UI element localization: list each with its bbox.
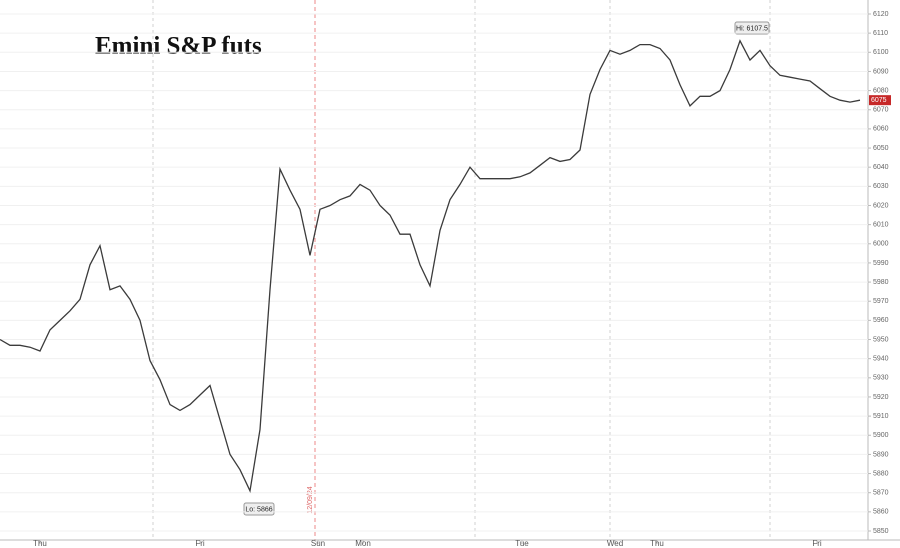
x-tick-label: Thu xyxy=(650,539,664,548)
y-tick-label: 6020 xyxy=(873,202,889,209)
y-tick-label: 6060 xyxy=(873,126,889,133)
y-tick-label: 5900 xyxy=(873,432,889,439)
y-tick-label: 6090 xyxy=(873,68,889,75)
y-tick-label: 5980 xyxy=(873,279,889,286)
y-tick-label: 5990 xyxy=(873,260,889,267)
chart-title: Emini S&P futs xyxy=(95,33,262,60)
y-tick-label: 5960 xyxy=(873,317,889,324)
x-tick-label: Wed xyxy=(607,539,623,548)
last-price-box xyxy=(869,95,891,106)
x-tick-label: Tue xyxy=(515,539,529,548)
y-tick-label: 6050 xyxy=(873,145,889,152)
y-tick-label: 5860 xyxy=(873,509,889,516)
y-tick-label: 6040 xyxy=(873,164,889,171)
x-tick-label: Fri xyxy=(812,539,822,548)
x-tick-label: Thu xyxy=(33,539,47,548)
x-tick-label: Mon xyxy=(355,539,371,548)
x-tick-label: Sun xyxy=(311,539,325,548)
high-box xyxy=(734,21,770,35)
y-tick-label: 5880 xyxy=(873,470,889,477)
y-tick-label: 5970 xyxy=(873,298,889,305)
y-tick-label: 6080 xyxy=(873,87,889,94)
y-tick-label: 5930 xyxy=(873,375,889,382)
x-tick-label: Fri xyxy=(195,539,205,548)
y-tick-label: 5910 xyxy=(873,413,889,420)
y-tick-label: 6110 xyxy=(873,30,888,37)
y-tick-label: 5950 xyxy=(873,336,889,343)
y-tick-label: 6010 xyxy=(873,221,889,228)
price-line xyxy=(0,39,861,493)
y-tick-label: 5940 xyxy=(873,356,889,363)
date-marker: 12/09/24 xyxy=(307,486,314,513)
y-tick-label: 5920 xyxy=(873,394,889,401)
day-separators xyxy=(152,0,771,540)
low-label: Lo: 5866 xyxy=(245,506,272,513)
y-tick-label: 6030 xyxy=(873,183,889,190)
y-tick-label: 5890 xyxy=(873,451,889,458)
last-price-label: 6075 xyxy=(871,97,887,104)
y-tick-label: 5870 xyxy=(873,490,889,497)
high-label: Hi: 6107.5 xyxy=(736,25,768,32)
y-tick-label: 6120 xyxy=(873,11,889,18)
y-tick-label: 5850 xyxy=(873,528,889,535)
y-tick-label: 6070 xyxy=(873,107,889,114)
y-tick-label: 6000 xyxy=(873,241,889,248)
y-tick-label: 6100 xyxy=(873,49,889,56)
